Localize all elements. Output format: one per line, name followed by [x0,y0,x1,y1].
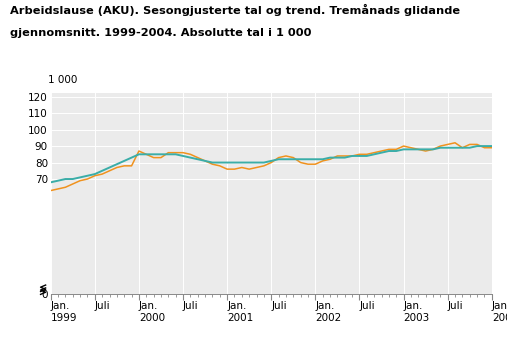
Text: 1 000: 1 000 [48,75,77,85]
Text: Arbeidslause (AKU). Sesongjusterte tal og trend. Tremånads glidande: Arbeidslause (AKU). Sesongjusterte tal o… [10,4,460,16]
Text: gjennomsnitt. 1999-2004. Absolutte tal i 1 000: gjennomsnitt. 1999-2004. Absolutte tal i… [10,28,312,38]
